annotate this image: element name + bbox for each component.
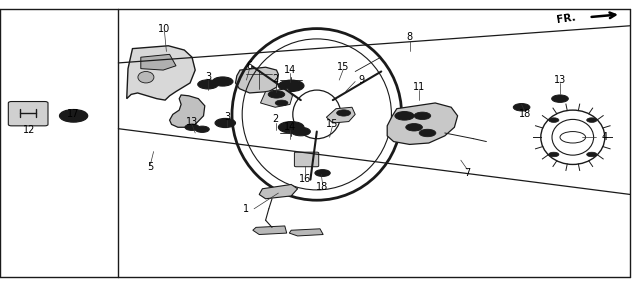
Circle shape (414, 112, 431, 120)
Circle shape (406, 124, 422, 131)
Text: 8: 8 (406, 32, 413, 42)
Text: 4: 4 (602, 132, 608, 142)
Text: 13: 13 (186, 117, 198, 126)
Text: 11: 11 (413, 82, 426, 92)
Text: 2: 2 (273, 114, 279, 124)
FancyBboxPatch shape (8, 102, 48, 126)
Text: 12: 12 (23, 125, 36, 135)
Text: 6: 6 (246, 61, 253, 71)
Text: 2: 2 (273, 74, 279, 84)
Circle shape (315, 170, 330, 176)
Polygon shape (326, 107, 355, 123)
FancyBboxPatch shape (294, 152, 319, 167)
Text: 16: 16 (298, 174, 311, 184)
Circle shape (513, 104, 530, 111)
Polygon shape (236, 67, 278, 93)
Text: 15: 15 (326, 120, 339, 129)
Circle shape (395, 112, 414, 120)
Circle shape (548, 152, 559, 157)
Text: 9: 9 (358, 75, 365, 85)
Polygon shape (260, 89, 292, 107)
Circle shape (337, 110, 351, 116)
Text: 14: 14 (284, 122, 296, 132)
Text: FR.: FR. (556, 13, 576, 25)
Text: 3: 3 (205, 72, 211, 82)
Text: 18: 18 (518, 110, 531, 119)
Ellipse shape (138, 72, 154, 83)
Text: 13: 13 (554, 75, 566, 85)
Circle shape (268, 91, 285, 98)
Text: 5: 5 (147, 162, 154, 172)
Circle shape (587, 152, 597, 157)
Polygon shape (253, 226, 287, 235)
Polygon shape (289, 229, 323, 236)
Polygon shape (170, 95, 205, 127)
Circle shape (215, 118, 236, 128)
Text: 3: 3 (224, 112, 230, 122)
Text: 7: 7 (464, 168, 470, 178)
Polygon shape (387, 103, 458, 144)
Circle shape (552, 95, 568, 102)
Text: 15: 15 (337, 62, 349, 72)
Text: 14: 14 (284, 65, 296, 75)
Circle shape (212, 77, 233, 86)
Circle shape (60, 110, 88, 122)
Polygon shape (141, 54, 176, 70)
Circle shape (419, 129, 436, 137)
Circle shape (278, 122, 304, 133)
Circle shape (587, 118, 597, 122)
Circle shape (278, 80, 304, 92)
Text: 1: 1 (243, 204, 250, 214)
Polygon shape (259, 184, 298, 199)
Text: 18: 18 (316, 182, 329, 192)
Circle shape (195, 126, 209, 132)
Text: 10: 10 (158, 24, 171, 33)
Circle shape (291, 127, 310, 136)
Circle shape (198, 80, 218, 89)
Polygon shape (127, 46, 195, 100)
Circle shape (275, 100, 288, 106)
Text: 17: 17 (67, 110, 80, 119)
Circle shape (548, 118, 559, 122)
Circle shape (185, 124, 199, 130)
